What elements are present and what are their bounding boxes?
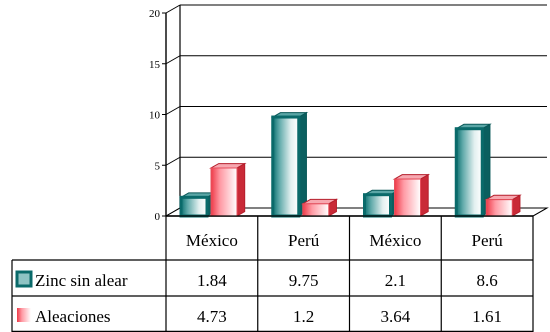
table-value: 1.61 xyxy=(472,307,502,326)
y-tick-label: 20 xyxy=(149,8,161,20)
table-value: 1.2 xyxy=(293,307,314,326)
bar-front xyxy=(454,127,484,218)
bar-front xyxy=(179,195,209,218)
x-category-label: México xyxy=(186,231,238,250)
table-value: 4.73 xyxy=(197,307,227,326)
legend-swatch-aleaciones xyxy=(17,308,31,322)
table-value: 3.64 xyxy=(381,307,411,326)
bar xyxy=(362,189,401,218)
bar xyxy=(454,123,492,218)
bar-front xyxy=(363,193,392,218)
x-category-label: Perú xyxy=(288,231,320,250)
y-tick-label: 5 xyxy=(155,160,161,172)
bar xyxy=(392,173,431,217)
bar-front xyxy=(485,199,513,217)
bar-front xyxy=(210,167,238,217)
y-tick-label: 10 xyxy=(149,110,161,122)
bar xyxy=(484,194,522,217)
gridline-diag xyxy=(165,4,181,14)
gridline-diag xyxy=(165,156,181,166)
bar-front xyxy=(394,178,421,217)
bar-front xyxy=(271,115,301,218)
bar-side xyxy=(420,173,429,217)
bar-front xyxy=(302,203,330,217)
y-tick-label: 15 xyxy=(149,59,161,71)
gridline-diag xyxy=(165,106,181,115)
table-value: 1.84 xyxy=(197,271,227,290)
table-value: 9.75 xyxy=(289,271,319,290)
bar xyxy=(209,162,247,217)
bar xyxy=(300,198,339,217)
table-value: 2.1 xyxy=(385,271,406,290)
y-tick-label: 0 xyxy=(155,211,161,223)
bar-side xyxy=(236,162,246,217)
x-category-label: Perú xyxy=(472,231,504,250)
table-value: 8.6 xyxy=(477,271,498,290)
bar xyxy=(179,192,217,218)
x-category-label: México xyxy=(369,231,421,250)
legend-label: Zinc sin alear xyxy=(35,271,128,290)
floor-right-edge xyxy=(532,207,548,217)
bar xyxy=(270,111,309,218)
gridline-diag xyxy=(165,207,181,217)
legend-label: Aleaciones xyxy=(35,307,111,326)
gridline-diag xyxy=(165,55,181,65)
legend-swatch-zinc xyxy=(15,270,33,288)
